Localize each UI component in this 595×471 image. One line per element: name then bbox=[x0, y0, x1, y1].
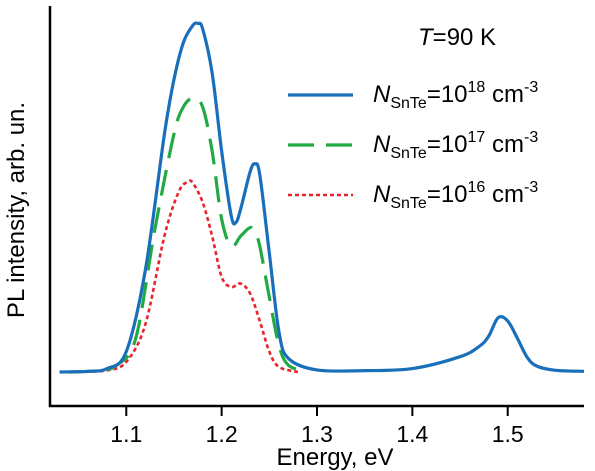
x-tick-label: 1.3 bbox=[301, 421, 333, 447]
plot-area bbox=[59, 21, 585, 374]
temperature-annotation: T=90 K bbox=[418, 24, 496, 51]
legend-entry-1e17: NSnTe=1017 cm-3 bbox=[373, 129, 538, 162]
legend-entry-1e18: NSnTe=1018 cm-3 bbox=[373, 79, 538, 112]
legend-entry-1e16: NSnTe=1016 cm-3 bbox=[373, 179, 538, 212]
x-tick-label: 1.2 bbox=[206, 421, 238, 447]
legend: T=90 K NSnTe=1018 cm-3 NSnTe=1017 cm-3 NSnT… bbox=[288, 24, 538, 212]
x-tick-label: 1.1 bbox=[110, 421, 142, 447]
series-line-1e16 bbox=[78, 179, 299, 374]
series-line-1e17 bbox=[68, 96, 308, 374]
x-ticks: 1.1 1.2 1.3 1.4 1.5 bbox=[110, 406, 524, 447]
series-line-1e18 bbox=[59, 21, 585, 374]
y-axis-title: PL intensity, arb. un. bbox=[3, 102, 30, 318]
x-axis-title: Energy, eV bbox=[277, 444, 394, 471]
x-tick-label: 1.4 bbox=[396, 421, 428, 447]
x-tick-label: 1.5 bbox=[492, 421, 524, 447]
